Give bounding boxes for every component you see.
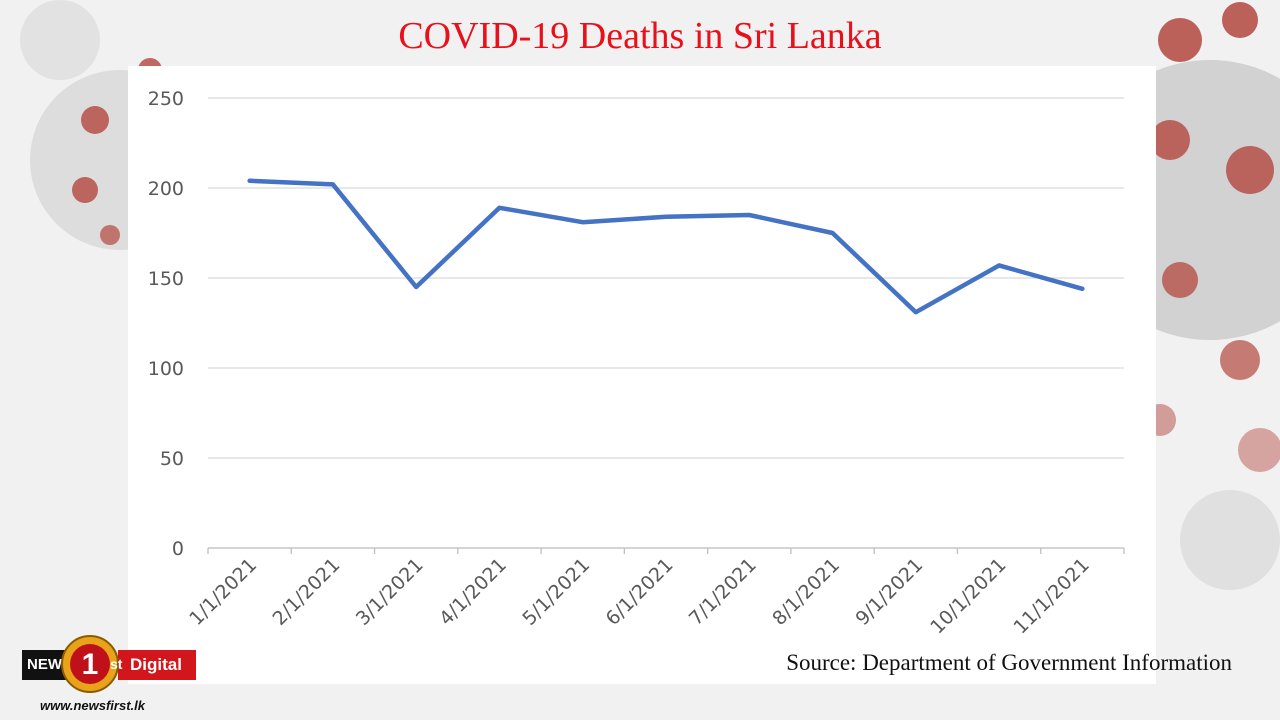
- y-tick-label: 150: [148, 268, 184, 290]
- y-tick-label: 100: [148, 358, 184, 380]
- x-tick-label: 6/1/2021: [602, 554, 678, 630]
- x-tick-label: 2/1/2021: [269, 554, 345, 630]
- x-tick-label: 8/1/2021: [768, 554, 844, 630]
- y-axis-ticks: 0 50 100 150 200 250: [148, 88, 184, 560]
- source-note: Source: Department of Government Informa…: [786, 650, 1232, 675]
- y-tick-label: 0: [172, 538, 184, 560]
- x-tick-label: 3/1/2021: [352, 554, 428, 630]
- x-tick-label: 1/1/2021: [185, 554, 261, 630]
- line-chart: 0 50 100 150 200 250 1/1/2021 2/1/2021 3/1/2021…: [128, 66, 1156, 684]
- newsfirst-logo: NEWS Digital 1 st www.newsfirst.lk: [22, 634, 202, 714]
- logo-url: www.newsfirst.lk: [40, 698, 145, 713]
- logo-one-icon: 1: [61, 635, 119, 693]
- x-tick-label: 10/1/2021: [926, 554, 1010, 638]
- x-tick-label: 7/1/2021: [685, 554, 761, 630]
- x-tick-label: 11/1/2021: [1009, 554, 1093, 638]
- grid-lines: [208, 97, 1124, 549]
- y-tick-label: 50: [160, 448, 184, 470]
- x-tick-label: 9/1/2021: [851, 554, 927, 630]
- page-title: COVID-19 Deaths in Sri Lanka: [398, 15, 882, 57]
- logo-one-label: 1: [82, 648, 99, 681]
- chart-svg: 0 50 100 150 200 250 1/1/2021 2/1/2021 3/1/2021…: [148, 88, 1125, 638]
- x-tick-label: 4/1/2021: [435, 554, 511, 630]
- logo-digital-text: Digital: [118, 650, 196, 680]
- y-tick-label: 250: [148, 88, 184, 110]
- series-line: [247, 178, 1085, 315]
- x-axis: 1/1/2021 2/1/2021 3/1/2021 4/1/2021 5/1/2021…: [185, 547, 1125, 638]
- y-tick-label: 200: [148, 178, 184, 200]
- x-tick-label: 5/1/2021: [518, 554, 594, 630]
- series-layer: [247, 178, 1085, 315]
- logo-st-text: st: [110, 656, 123, 672]
